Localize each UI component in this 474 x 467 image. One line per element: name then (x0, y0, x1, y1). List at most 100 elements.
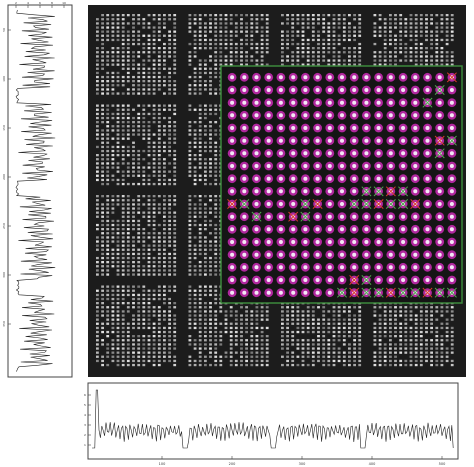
array-spot (389, 355, 392, 358)
array-spot (101, 133, 104, 136)
array-spot (419, 359, 423, 363)
array-spot (281, 14, 284, 17)
array-spot (440, 306, 444, 309)
array-spot (327, 47, 331, 50)
array-spot (440, 26, 444, 29)
array-spot (353, 51, 356, 54)
array-spot (214, 236, 218, 239)
array-spot (306, 326, 310, 330)
array-spot (209, 182, 212, 186)
array-spot (157, 137, 161, 140)
inset-spot-core (315, 88, 320, 92)
array-spot (198, 166, 202, 169)
array-spot (96, 18, 99, 21)
array-spot (152, 269, 156, 272)
array-spot (296, 339, 300, 342)
array-spot (214, 166, 218, 169)
array-spot (219, 47, 223, 50)
array-spot (450, 363, 454, 367)
array-spot (209, 343, 212, 346)
array-spot (214, 310, 218, 313)
array-spot (111, 112, 115, 116)
inset-spot-core (327, 126, 332, 130)
array-spot (132, 351, 135, 354)
array-spot (173, 18, 177, 21)
array-spot (378, 14, 382, 17)
array-spot (157, 289, 161, 292)
array-spot (142, 195, 146, 198)
array-spot (96, 302, 99, 305)
inset-spot-core (364, 113, 369, 118)
array-spot (250, 30, 254, 33)
array-spot (291, 339, 295, 342)
array-spot (188, 211, 192, 214)
array-spot (209, 302, 212, 305)
array-spot (96, 166, 99, 169)
array-spot (152, 121, 156, 124)
array-spot (327, 322, 331, 325)
array-spot (245, 359, 248, 363)
array-spot (96, 174, 99, 177)
inset-spot-core (230, 176, 235, 181)
array-spot (193, 121, 197, 124)
array-spot (286, 314, 289, 317)
array-spot (450, 314, 454, 317)
inset-spot-core (327, 75, 332, 80)
array-spot (209, 347, 212, 350)
array-spot (173, 47, 177, 50)
array-spot (106, 195, 110, 198)
array-spot (198, 92, 202, 95)
array-spot (409, 18, 413, 21)
array-spot (163, 347, 166, 350)
array-spot (425, 306, 428, 309)
array-spot (157, 339, 161, 342)
inset-spot-core (230, 126, 235, 130)
inset-spot-core (364, 88, 369, 92)
array-spot (198, 42, 202, 46)
inset-spot-core (242, 151, 247, 156)
array-spot (198, 14, 202, 17)
array-spot (101, 236, 104, 239)
array-spot (348, 38, 351, 42)
array-spot (255, 351, 259, 354)
array-spot (101, 145, 104, 149)
array-spot (168, 343, 171, 346)
array-spot (173, 80, 177, 83)
array-spot (163, 261, 166, 264)
array-spot (317, 306, 320, 309)
array-spot (265, 351, 269, 354)
array-spot (229, 359, 233, 363)
array-spot (132, 84, 135, 87)
array-spot (111, 228, 115, 231)
array-spot (255, 59, 259, 62)
array-spot (240, 47, 243, 50)
array-spot (389, 335, 392, 338)
inset-spot-core (449, 151, 454, 156)
array-spot (198, 137, 202, 140)
array-spot (132, 34, 135, 37)
array-spot (152, 108, 156, 111)
array-spot (445, 310, 449, 313)
array-spot (440, 355, 444, 358)
array-spot (250, 330, 254, 334)
array-spot (404, 322, 408, 325)
array-spot (311, 363, 315, 367)
array-spot (198, 203, 202, 206)
array-spot (286, 55, 289, 58)
inset-spot-core (413, 88, 418, 92)
inset-spot-core (425, 151, 430, 156)
array-spot (126, 22, 130, 25)
inset-spot-core (327, 138, 332, 143)
array-spot (116, 289, 120, 292)
array-spot (209, 80, 212, 83)
array-spot (193, 166, 197, 169)
array-spot (96, 343, 99, 346)
array-spot (137, 121, 141, 124)
array-spot (209, 232, 212, 235)
array-spot (281, 42, 284, 46)
array-spot (132, 302, 135, 305)
array-spot (409, 30, 413, 33)
left-side-tick-label: 200 (2, 174, 6, 180)
array-spot (373, 351, 377, 354)
